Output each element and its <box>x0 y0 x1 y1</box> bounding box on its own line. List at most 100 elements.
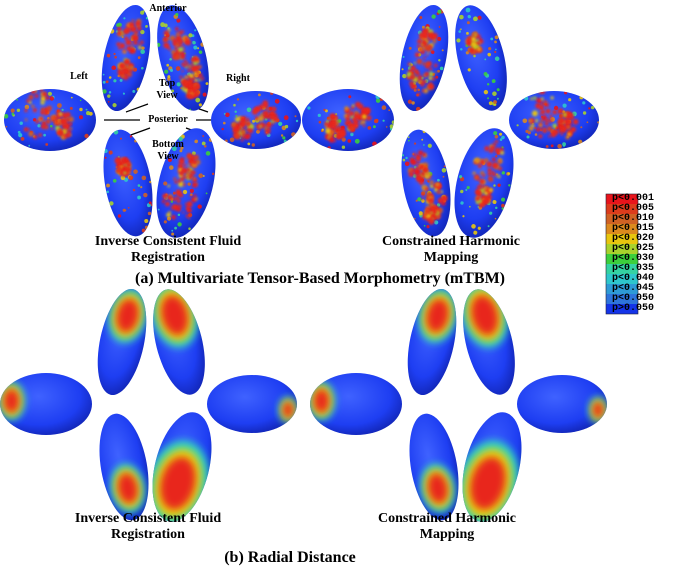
legend-swatch <box>606 294 638 304</box>
surface-bottom-right <box>456 412 522 527</box>
significance-spots <box>420 463 456 513</box>
surface-body <box>156 128 216 238</box>
surface-body <box>207 375 297 433</box>
bottom-view-line-2: View <box>157 150 179 162</box>
legend-swatch <box>606 244 638 254</box>
surface-body <box>401 129 451 237</box>
significance-spots <box>0 381 26 421</box>
bottom-view-label: Bottom View <box>138 139 198 162</box>
significance-spots <box>401 8 445 112</box>
legend-label: p<0.035 <box>612 263 655 274</box>
surface-right-view <box>517 375 607 433</box>
significance-spots <box>107 288 148 343</box>
radial-harmonic-caption-line-2: Mapping <box>419 526 475 542</box>
legend-label: p<0.030 <box>612 253 655 264</box>
legend-label: p<0.005 <box>612 203 655 214</box>
mtbm-harmonic-mapping-surfaces <box>302 4 599 238</box>
radial-fluid-caption-line-1: Inverse Consistent Fluid <box>74 511 222 526</box>
surface-right-view <box>509 91 599 149</box>
surface-bottom-left <box>99 413 149 521</box>
mtbm-harmonic-caption-line-1: Constrained Harmonic <box>381 234 521 249</box>
legend-swatch <box>606 254 638 264</box>
surface-top-right <box>455 5 507 111</box>
surface-left-view <box>4 89 96 151</box>
posterior-label: Posterior <box>148 114 188 125</box>
legend-label: p<0.020 <box>612 233 655 244</box>
mtbm-harmonic-caption: Constrained Harmonic Mapping <box>346 234 556 265</box>
significance-spots <box>417 288 458 343</box>
radial-harmonic-caption: Constrained Harmonic Mapping <box>342 511 552 542</box>
surface-left-view <box>310 373 402 435</box>
top-view-label: Top View <box>142 78 192 101</box>
significance-spots <box>146 440 210 527</box>
legend-swatch <box>606 194 638 204</box>
surface-top-left <box>407 288 458 396</box>
surface-top-left <box>101 4 151 112</box>
surface-top-right <box>156 5 209 111</box>
significance-spots <box>156 13 209 111</box>
significance-spots <box>103 129 153 233</box>
legend-label: p<0.010 <box>612 213 655 224</box>
surface-bottom-left <box>103 129 153 237</box>
top-view-line-1: Top <box>158 78 176 89</box>
surface-body <box>103 129 153 237</box>
bottom-view-line-1: Bottom <box>152 139 184 150</box>
surface-top-right <box>460 284 515 395</box>
legend-swatch <box>606 234 638 244</box>
surface-body <box>310 373 402 435</box>
mtbm-harmonic-caption-line-2: Mapping <box>423 249 479 265</box>
surface-left-view <box>302 89 394 151</box>
radial-fluid-registration-surfaces <box>0 284 297 527</box>
mtbm-fluid-registration-surfaces <box>4 4 301 238</box>
legend-label: p<0.025 <box>612 243 655 254</box>
legend-swatch <box>606 304 638 314</box>
surface-left-view <box>0 373 92 435</box>
significance-spots <box>221 91 299 147</box>
legend-swatch <box>606 204 638 214</box>
surface-bottom-left <box>401 129 451 237</box>
legend-label: p<0.045 <box>612 283 655 294</box>
surface-bottom-right <box>454 128 514 238</box>
legend-label: p<0.040 <box>612 273 655 284</box>
significance-spots <box>310 381 336 421</box>
radial-harmonic-mapping-surfaces <box>310 284 607 527</box>
legend-swatch <box>606 264 638 274</box>
surface-bottom-right <box>146 412 212 527</box>
legend-label: p>0.050 <box>612 303 655 314</box>
significance-spots <box>516 91 599 149</box>
radial-fluid-caption-line-2: Registration <box>111 526 185 542</box>
legend-label: p<0.050 <box>612 293 655 304</box>
mtbm-fluid-caption-line-2: Registration <box>131 249 205 265</box>
surface-body <box>517 375 607 433</box>
left-label: Left <box>70 71 88 82</box>
radial-harmonic-caption-line-1: Constrained Harmonic <box>377 511 517 526</box>
significance-spots <box>157 134 215 236</box>
legend-label: p<0.015 <box>612 223 655 234</box>
panel-a-heading: (a) Multivariate Tensor-Based Morphometr… <box>134 270 505 287</box>
mtbm-fluid-caption: Inverse Consistent Fluid Registration <box>48 234 288 265</box>
top-view-line-2: View <box>156 89 178 101</box>
right-label: Right <box>226 73 250 84</box>
legend-swatch <box>606 274 638 284</box>
surface-top-left <box>97 288 148 396</box>
significance-spots <box>307 94 394 150</box>
surface-right-view <box>211 91 301 149</box>
surface-top-right <box>150 284 205 395</box>
panel-b-heading: (b) Radial Distance <box>224 549 356 566</box>
p-value-colorbar <box>605 193 639 315</box>
surface-body <box>0 373 92 435</box>
significance-spots <box>401 129 448 229</box>
significance-spots <box>4 89 93 147</box>
significance-spots <box>588 396 607 423</box>
significance-spots <box>110 463 146 513</box>
surface-body <box>455 5 507 111</box>
surface-bottom-left <box>409 413 459 521</box>
significance-spots <box>102 10 149 108</box>
legend-swatch <box>606 214 638 224</box>
radial-fluid-caption: Inverse Consistent Fluid Registration <box>28 511 268 542</box>
anterior-label: Anterior <box>149 3 187 14</box>
legend-label: p<0.001 <box>612 193 655 204</box>
legend-swatch <box>606 224 638 234</box>
surface-bottom-right <box>156 128 216 238</box>
